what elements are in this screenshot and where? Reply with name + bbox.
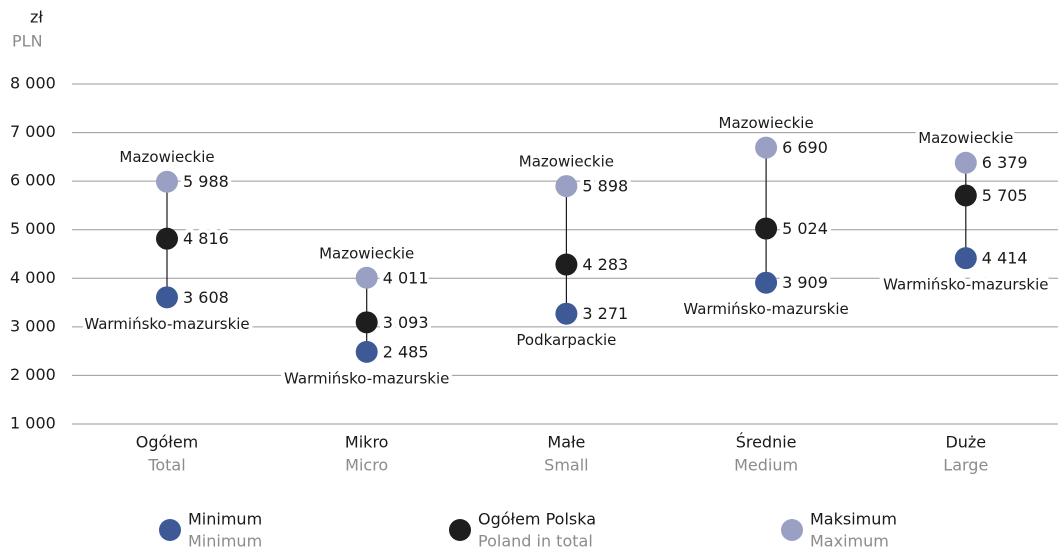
x-tick-label: Małe — [547, 433, 585, 452]
legend-swatch — [781, 519, 803, 541]
min-region-label: Warmińsko-mazurskie — [284, 369, 449, 387]
dot — [156, 286, 178, 309]
value-label: 2 485 — [383, 342, 429, 361]
x-tick-label-en: Large — [943, 456, 988, 475]
min-region-label: Warmińsko-mazurskie — [883, 276, 1048, 294]
value-label: 6 690 — [782, 138, 828, 157]
x-tick-label: Średnie — [736, 433, 797, 452]
value-label: 3 271 — [582, 304, 628, 323]
x-tick-label-en: Medium — [734, 456, 798, 475]
dot — [156, 227, 178, 250]
min-region-label: Warmińsko-mazurskie — [683, 300, 848, 318]
y-tick-label: 5 000 — [10, 219, 56, 238]
dot — [755, 271, 778, 294]
value-label: 3 909 — [782, 273, 828, 292]
dot — [755, 217, 778, 240]
max-region-label: Mazowieckie — [319, 244, 414, 262]
dot — [954, 151, 977, 174]
x-tick-label-en: Total — [147, 456, 185, 475]
dot — [355, 266, 378, 289]
x-tick-label-en: Micro — [345, 456, 388, 475]
dot — [555, 302, 578, 325]
legend-swatch — [449, 519, 471, 541]
y-tick-label: 2 000 — [10, 365, 56, 384]
y-tick-label: 6 000 — [10, 171, 56, 190]
min-region-label: Podkarpackie — [516, 331, 616, 349]
legend-label: Minimum — [188, 510, 262, 529]
y-unit-en: PLN — [12, 32, 43, 51]
value-label: 4 283 — [582, 255, 628, 274]
value-label: 5 988 — [183, 172, 229, 191]
max-region-label: Mazowieckie — [519, 153, 614, 171]
dot — [954, 184, 977, 207]
legend-label-en: Poland in total — [478, 532, 593, 550]
value-label: 5 024 — [782, 219, 828, 238]
y-unit: zł — [30, 8, 43, 27]
x-tick-label: Duże — [945, 433, 986, 452]
dot — [355, 340, 378, 363]
value-label: 6 379 — [982, 153, 1028, 172]
dot — [555, 175, 578, 198]
legend-label: Ogółem Polska — [478, 510, 596, 529]
max-region-label: Mazowieckie — [719, 114, 814, 132]
dot — [755, 136, 778, 159]
x-tick-label-en: Small — [544, 456, 588, 475]
legend-swatch — [159, 519, 181, 541]
dot — [555, 253, 578, 276]
y-tick-label: 1 000 — [10, 414, 56, 433]
value-label: 5 705 — [982, 186, 1028, 205]
y-tick-label: 7 000 — [10, 122, 56, 141]
value-label: 4 011 — [383, 268, 429, 287]
value-label: 3 093 — [383, 313, 429, 332]
dot — [156, 170, 178, 193]
legend-label: Maksimum — [810, 510, 897, 529]
value-label: 5 898 — [582, 177, 628, 196]
dot — [355, 311, 378, 334]
legend-label-en: Minimum — [188, 532, 262, 550]
value-label: 4 414 — [982, 249, 1028, 268]
y-tick-label: 3 000 — [10, 316, 56, 335]
min-region-label: Warmińsko-mazurskie — [84, 315, 249, 333]
y-tick-label: 8 000 — [10, 74, 56, 93]
dot — [954, 247, 977, 270]
x-tick-label: Ogółem — [136, 433, 199, 452]
legend-label-en: Maximum — [810, 532, 889, 550]
max-region-label: Mazowieckie — [119, 148, 214, 166]
value-label: 4 816 — [183, 229, 229, 248]
max-region-label: Mazowieckie — [918, 129, 1013, 147]
y-tick-label: 4 000 — [10, 268, 56, 287]
value-label: 3 608 — [183, 288, 229, 307]
x-tick-label: Mikro — [345, 433, 389, 452]
